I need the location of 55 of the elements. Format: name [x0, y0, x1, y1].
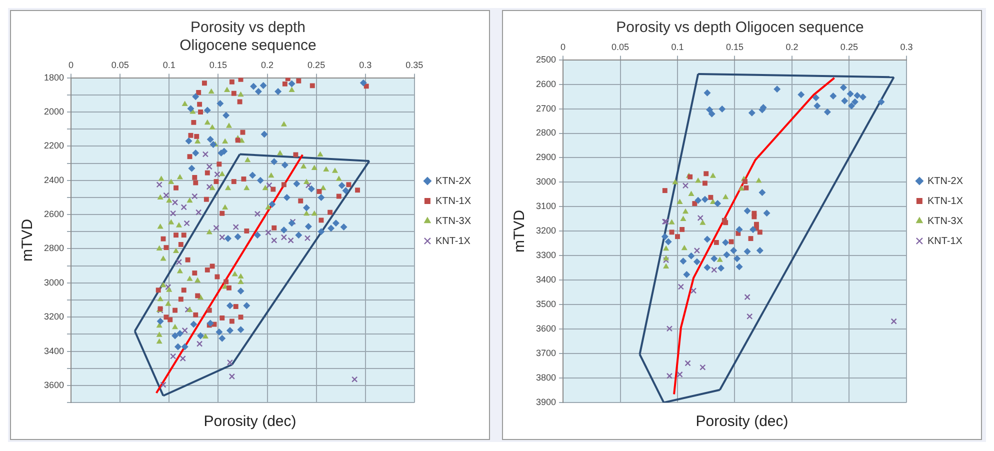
y-tick-label: 3800 [536, 372, 556, 383]
chart-title: Porosity vs depth [190, 19, 306, 36]
x-axis-title: Porosity (dec) [202, 413, 298, 430]
x-tick-label: 0 [68, 60, 74, 70]
y-tick-label: 2800 [44, 243, 64, 254]
x-tick-label: 0.15 [726, 42, 744, 52]
y-tick-label: 2000 [44, 106, 64, 116]
x-tick-label: 0.25 [840, 42, 858, 52]
y-tick-label: 2600 [44, 209, 64, 220]
legend-label: KNT-1X [435, 236, 471, 247]
legend-label: KTN-1X [927, 196, 964, 207]
y-tick-label: 3400 [536, 274, 556, 285]
x-tick-label: 0.05 [611, 42, 630, 52]
y-tick-label: 3300 [536, 250, 556, 260]
x-axis-title: Porosity (dec) [694, 413, 790, 430]
y-tick-label: 2400 [44, 174, 64, 185]
x-tick-label: 0.35 [406, 60, 424, 70]
y-tick-label: 3600 [536, 324, 556, 334]
y-axis-title: mTVD [19, 218, 36, 262]
y-tick-label: 3400 [44, 346, 64, 356]
legend-label: KTN-3X [927, 216, 964, 227]
x-tick-label: 0.3 [359, 60, 372, 70]
y-tick-label: 3000 [44, 277, 64, 288]
y-tick-label: 2200 [44, 140, 64, 151]
x-tick-label: 0.15 [209, 60, 227, 70]
y-tick-label: 2900 [536, 152, 556, 162]
x-tick-label: 0.1 [162, 60, 176, 70]
y-axis-title: mTVD [511, 210, 528, 252]
x-tick-label: 0.1 [671, 42, 684, 52]
legend-label: KNT-1X [927, 236, 963, 247]
y-tick-label: 3700 [536, 348, 556, 358]
y-tick-label: 2500 [536, 54, 556, 64]
y-tick-label: 3600 [44, 380, 64, 390]
x-tick-label: 0.2 [261, 60, 274, 70]
legend-label: KTN-2X [927, 176, 964, 187]
x-tick-label: 0 [560, 42, 566, 52]
chart-title: Porosity vs depth Oligocen sequence [616, 19, 864, 36]
chart-subtitle: Oligocene sequence [180, 37, 316, 54]
x-tick-label: 0.25 [308, 60, 326, 70]
y-tick-label: 3200 [44, 312, 64, 322]
x-tick-label: 0.05 [111, 60, 129, 70]
y-tick-label: 2700 [536, 103, 556, 114]
legend-label: KTN-1X [435, 196, 472, 207]
x-tick-label: 0.2 [786, 42, 798, 52]
y-tick-label: 2800 [536, 128, 556, 138]
y-tick-label: 3500 [536, 299, 556, 310]
y-tick-label: 3000 [536, 176, 556, 187]
y-tick-label: 3900 [536, 397, 556, 408]
legend-label: KTN-3X [435, 216, 472, 227]
x-tick-label: 0.3 [900, 42, 913, 52]
y-tick-label: 3200 [536, 226, 556, 236]
y-tick-label: 1800 [44, 72, 64, 82]
legend-label: KTN-2X [435, 176, 472, 187]
y-tick-label: 3100 [536, 201, 556, 212]
y-tick-label: 2600 [536, 78, 556, 89]
